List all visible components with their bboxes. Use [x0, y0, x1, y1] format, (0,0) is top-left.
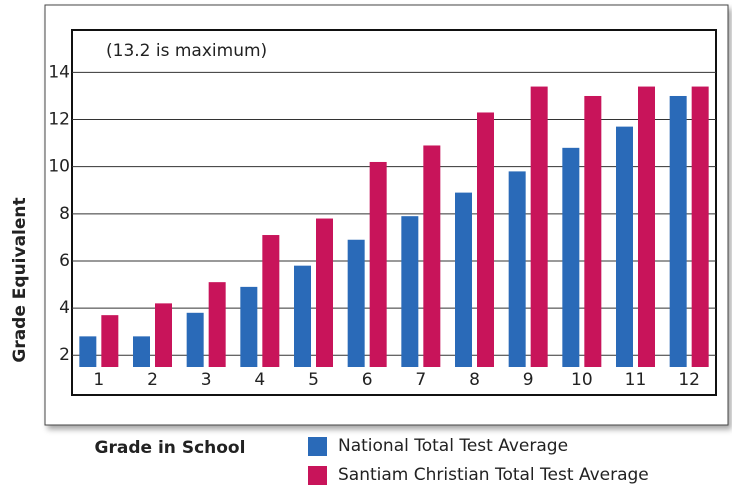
- x-tick-label: 4: [254, 370, 265, 390]
- bar: [455, 192, 472, 367]
- bar: [262, 235, 280, 367]
- bar: [294, 265, 311, 367]
- y-tick-label: 6: [59, 251, 70, 271]
- bar: [240, 286, 258, 367]
- x-tick-label: 5: [308, 370, 319, 390]
- bar: [79, 336, 97, 367]
- y-axis-title: Grade Equivalent: [10, 197, 30, 362]
- x-tick-label: 8: [469, 370, 480, 390]
- bar: [208, 282, 226, 367]
- x-tick-label: 9: [523, 370, 534, 390]
- legend-swatch: [308, 437, 327, 456]
- bar: [423, 145, 441, 367]
- bar: [584, 95, 602, 367]
- bar: [186, 312, 204, 367]
- y-tick-label: 12: [48, 110, 70, 130]
- legend-swatch: [308, 466, 327, 485]
- y-tick-label: 2: [59, 345, 70, 365]
- bar: [508, 171, 526, 367]
- bar: [369, 161, 387, 367]
- bar: [616, 126, 633, 367]
- x-tick-label: 2: [147, 370, 158, 390]
- y-tick-label: 4: [59, 298, 70, 318]
- legend-label: National Total Test Average: [338, 436, 568, 456]
- bar: [562, 147, 580, 367]
- bar: [638, 86, 655, 367]
- plot-area: [71, 29, 717, 396]
- x-tick-label: 3: [201, 370, 212, 390]
- x-axis-title: Grade in School: [95, 438, 246, 458]
- bar: [316, 218, 333, 367]
- bar: [155, 303, 172, 367]
- x-tick-label: 11: [625, 370, 647, 390]
- x-tick-label: 10: [571, 370, 593, 390]
- bar: [133, 336, 150, 367]
- bar: [347, 239, 365, 367]
- x-tick-label: 1: [93, 370, 104, 390]
- bar: [401, 216, 419, 367]
- annotation: (13.2 is maximum): [106, 41, 267, 61]
- bar: [530, 86, 548, 367]
- y-tick-label: 14: [48, 62, 70, 82]
- bar: [101, 315, 119, 367]
- bar: [691, 86, 709, 367]
- legend-label: Santiam Christian Total Test Average: [338, 465, 649, 485]
- x-tick-label: 6: [362, 370, 373, 390]
- y-tick-label: 10: [48, 157, 70, 177]
- bar: [669, 95, 687, 367]
- x-tick-label: 7: [415, 370, 426, 390]
- x-tick-label: 12: [678, 370, 700, 390]
- y-tick-label: 8: [59, 204, 70, 224]
- bar: [477, 112, 494, 368]
